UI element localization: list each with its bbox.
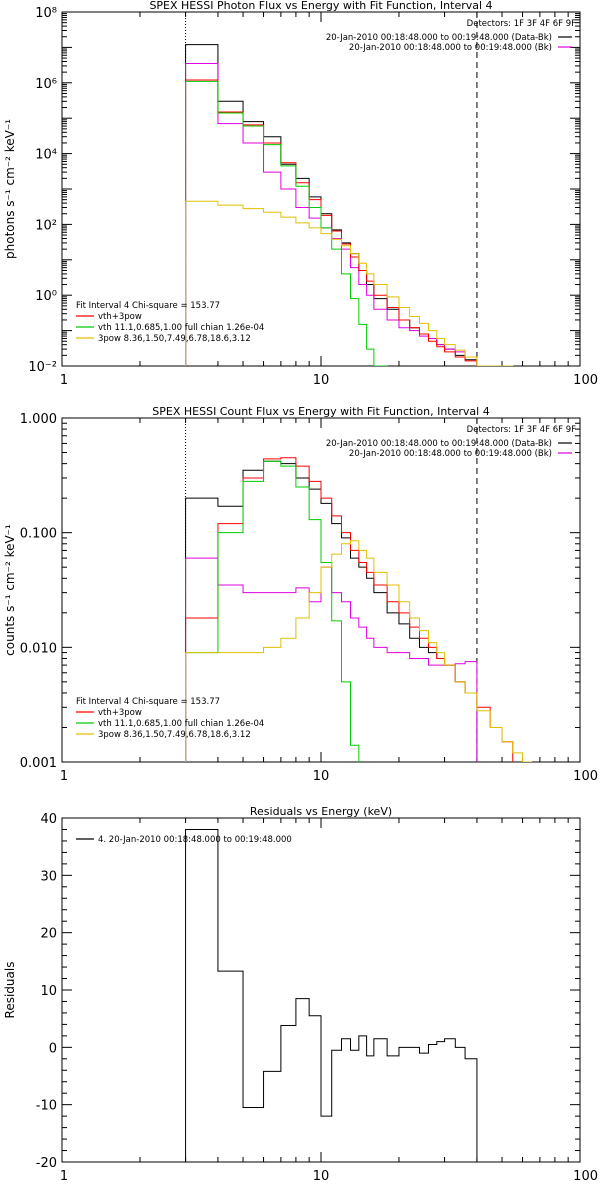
chart-title: SPEX HESSI Photon Flux vs Energy with Fi… [149, 0, 492, 12]
series-bk [185, 63, 478, 366]
series-vth3pow [185, 457, 514, 762]
y-tick-label: 10⁶ [35, 77, 57, 92]
y-tick-label: 0.001 [20, 756, 57, 771]
chart-title: SPEX HESSI Count Flux vs Energy with Fit… [152, 405, 489, 418]
legend-right-label: 20-Jan-2010 00:18:48.000 to 00:19:48.000… [326, 33, 552, 43]
legend-left-label: 3pow 8.36,1.50,7.49,6.78,18.6,3.12 [98, 334, 251, 344]
y-tick-label: 30 [40, 869, 57, 884]
series-resid [185, 828, 478, 1162]
x-tick-label: 100 [573, 373, 598, 388]
y-axis-label: Residuals [3, 962, 17, 1019]
legend-left-label: vth+3pow [98, 708, 142, 718]
y-tick-label: 1.000 [20, 412, 57, 427]
series-vth [185, 460, 360, 762]
y-tick-label: -20 [36, 1156, 57, 1171]
legend-left-label: vth 11.1,0.685,1.00 full chian 1.26e-04 [98, 719, 264, 729]
x-tick-label: 100 [573, 769, 598, 784]
y-tick-label: 0 [49, 1041, 57, 1056]
panel-2: SPEX HESSI Count Flux vs Energy with Fit… [3, 405, 598, 784]
legend-left-label: vth 11.1,0.685,1.00 full chian 1.26e-04 [98, 323, 264, 333]
x-tick-label: 1 [60, 373, 68, 388]
legend-right-label: 20-Jan-2010 00:18:48.000 to 00:19:48.000… [349, 43, 552, 53]
detectors-label: Detectors: 1F 3F 4F 6F 9F [467, 425, 576, 435]
series-vth [185, 80, 388, 366]
series-data [185, 44, 478, 366]
y-tick-label: 40 [40, 812, 57, 827]
y-tick-label: 0.010 [20, 641, 57, 656]
chart-title: Residuals vs Energy (keV) [250, 805, 392, 818]
y-tick-label: 10⁴ [35, 148, 57, 163]
y-tick-label: 10⁰ [35, 289, 57, 304]
y-tick-label: 20 [40, 927, 57, 942]
x-tick-label: 10 [313, 769, 330, 784]
series-bk [185, 557, 478, 762]
y-tick-label: 0.100 [20, 527, 57, 542]
x-tick-label: 100 [573, 1169, 598, 1184]
y-tick-label: 10⁻² [28, 360, 57, 375]
legend-right-label: 20-Jan-2010 00:18:48.000 to 00:19:48.000… [326, 439, 552, 449]
x-tick-label: 10 [313, 1169, 330, 1184]
series-pow3 [185, 540, 533, 762]
legend-left-label: 3pow 8.36,1.50,7.49,6.78,18.6,3.12 [98, 730, 251, 740]
detectors-label: Detectors: 1F 3F 4F 6F 9F [467, 19, 576, 29]
series-pow3 [185, 200, 514, 366]
y-tick-label: 10² [35, 218, 57, 233]
legend-left-label: 4. 20-Jan-2010 00:18:48.000 to 00:19:48.… [98, 835, 292, 845]
y-axis-label: photons s⁻¹ cm⁻² keV⁻¹ [3, 119, 17, 259]
fit-header-label: Fit Interval 4 Chi-square = 153.77 [76, 301, 220, 311]
x-tick-label: 10 [313, 373, 330, 388]
panel-1: SPEX HESSI Photon Flux vs Energy with Fi… [3, 0, 598, 388]
y-axis-label: counts s⁻¹ cm⁻² keV⁻¹ [3, 524, 17, 656]
y-tick-label: 10 [40, 984, 57, 999]
x-tick-label: 1 [60, 1169, 68, 1184]
legend-right-label: 20-Jan-2010 00:18:48.000 to 00:19:48.000… [349, 449, 552, 459]
x-tick-label: 1 [60, 769, 68, 784]
fit-header-label: Fit Interval 4 Chi-square = 153.77 [76, 697, 220, 707]
legend-left-label: vth+3pow [98, 312, 142, 322]
y-tick-label: -10 [36, 1099, 57, 1114]
y-tick-label: 10⁸ [35, 6, 57, 21]
